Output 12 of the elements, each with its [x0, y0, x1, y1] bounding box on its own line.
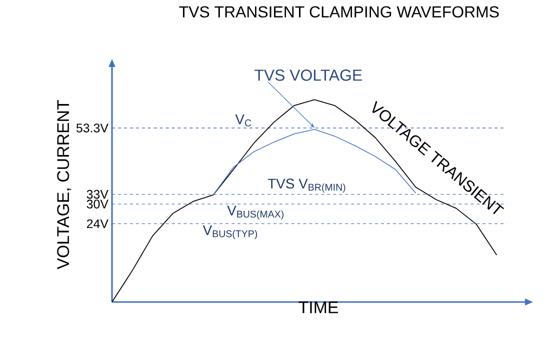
chart-title: TVS TRANSIENT CLAMPING WAVEFORMS: [179, 6, 499, 18]
ref-line-label: V$_{BUS(MAX)}$: [227, 206, 284, 220]
y-tick-label: 33V: [86, 190, 108, 199]
ref-line-label: V$_{BUS(TYP)}$: [202, 225, 258, 240]
ref-line-label: TVS V$_{BR(MIN)}$: [268, 178, 346, 193]
text: TVS VOLTAGE: [254, 70, 362, 81]
y-axis-title: VOLTAGE, CURRENT: [57, 100, 72, 270]
y-tick-label: 30V: [86, 200, 108, 208]
ref-line-label: V$_{C}$: [235, 114, 252, 126]
y-tick-label: 53.3V: [76, 124, 108, 132]
x-axis-title: TIME: [298, 302, 338, 314]
y-tick-label: 24V: [86, 219, 108, 228]
